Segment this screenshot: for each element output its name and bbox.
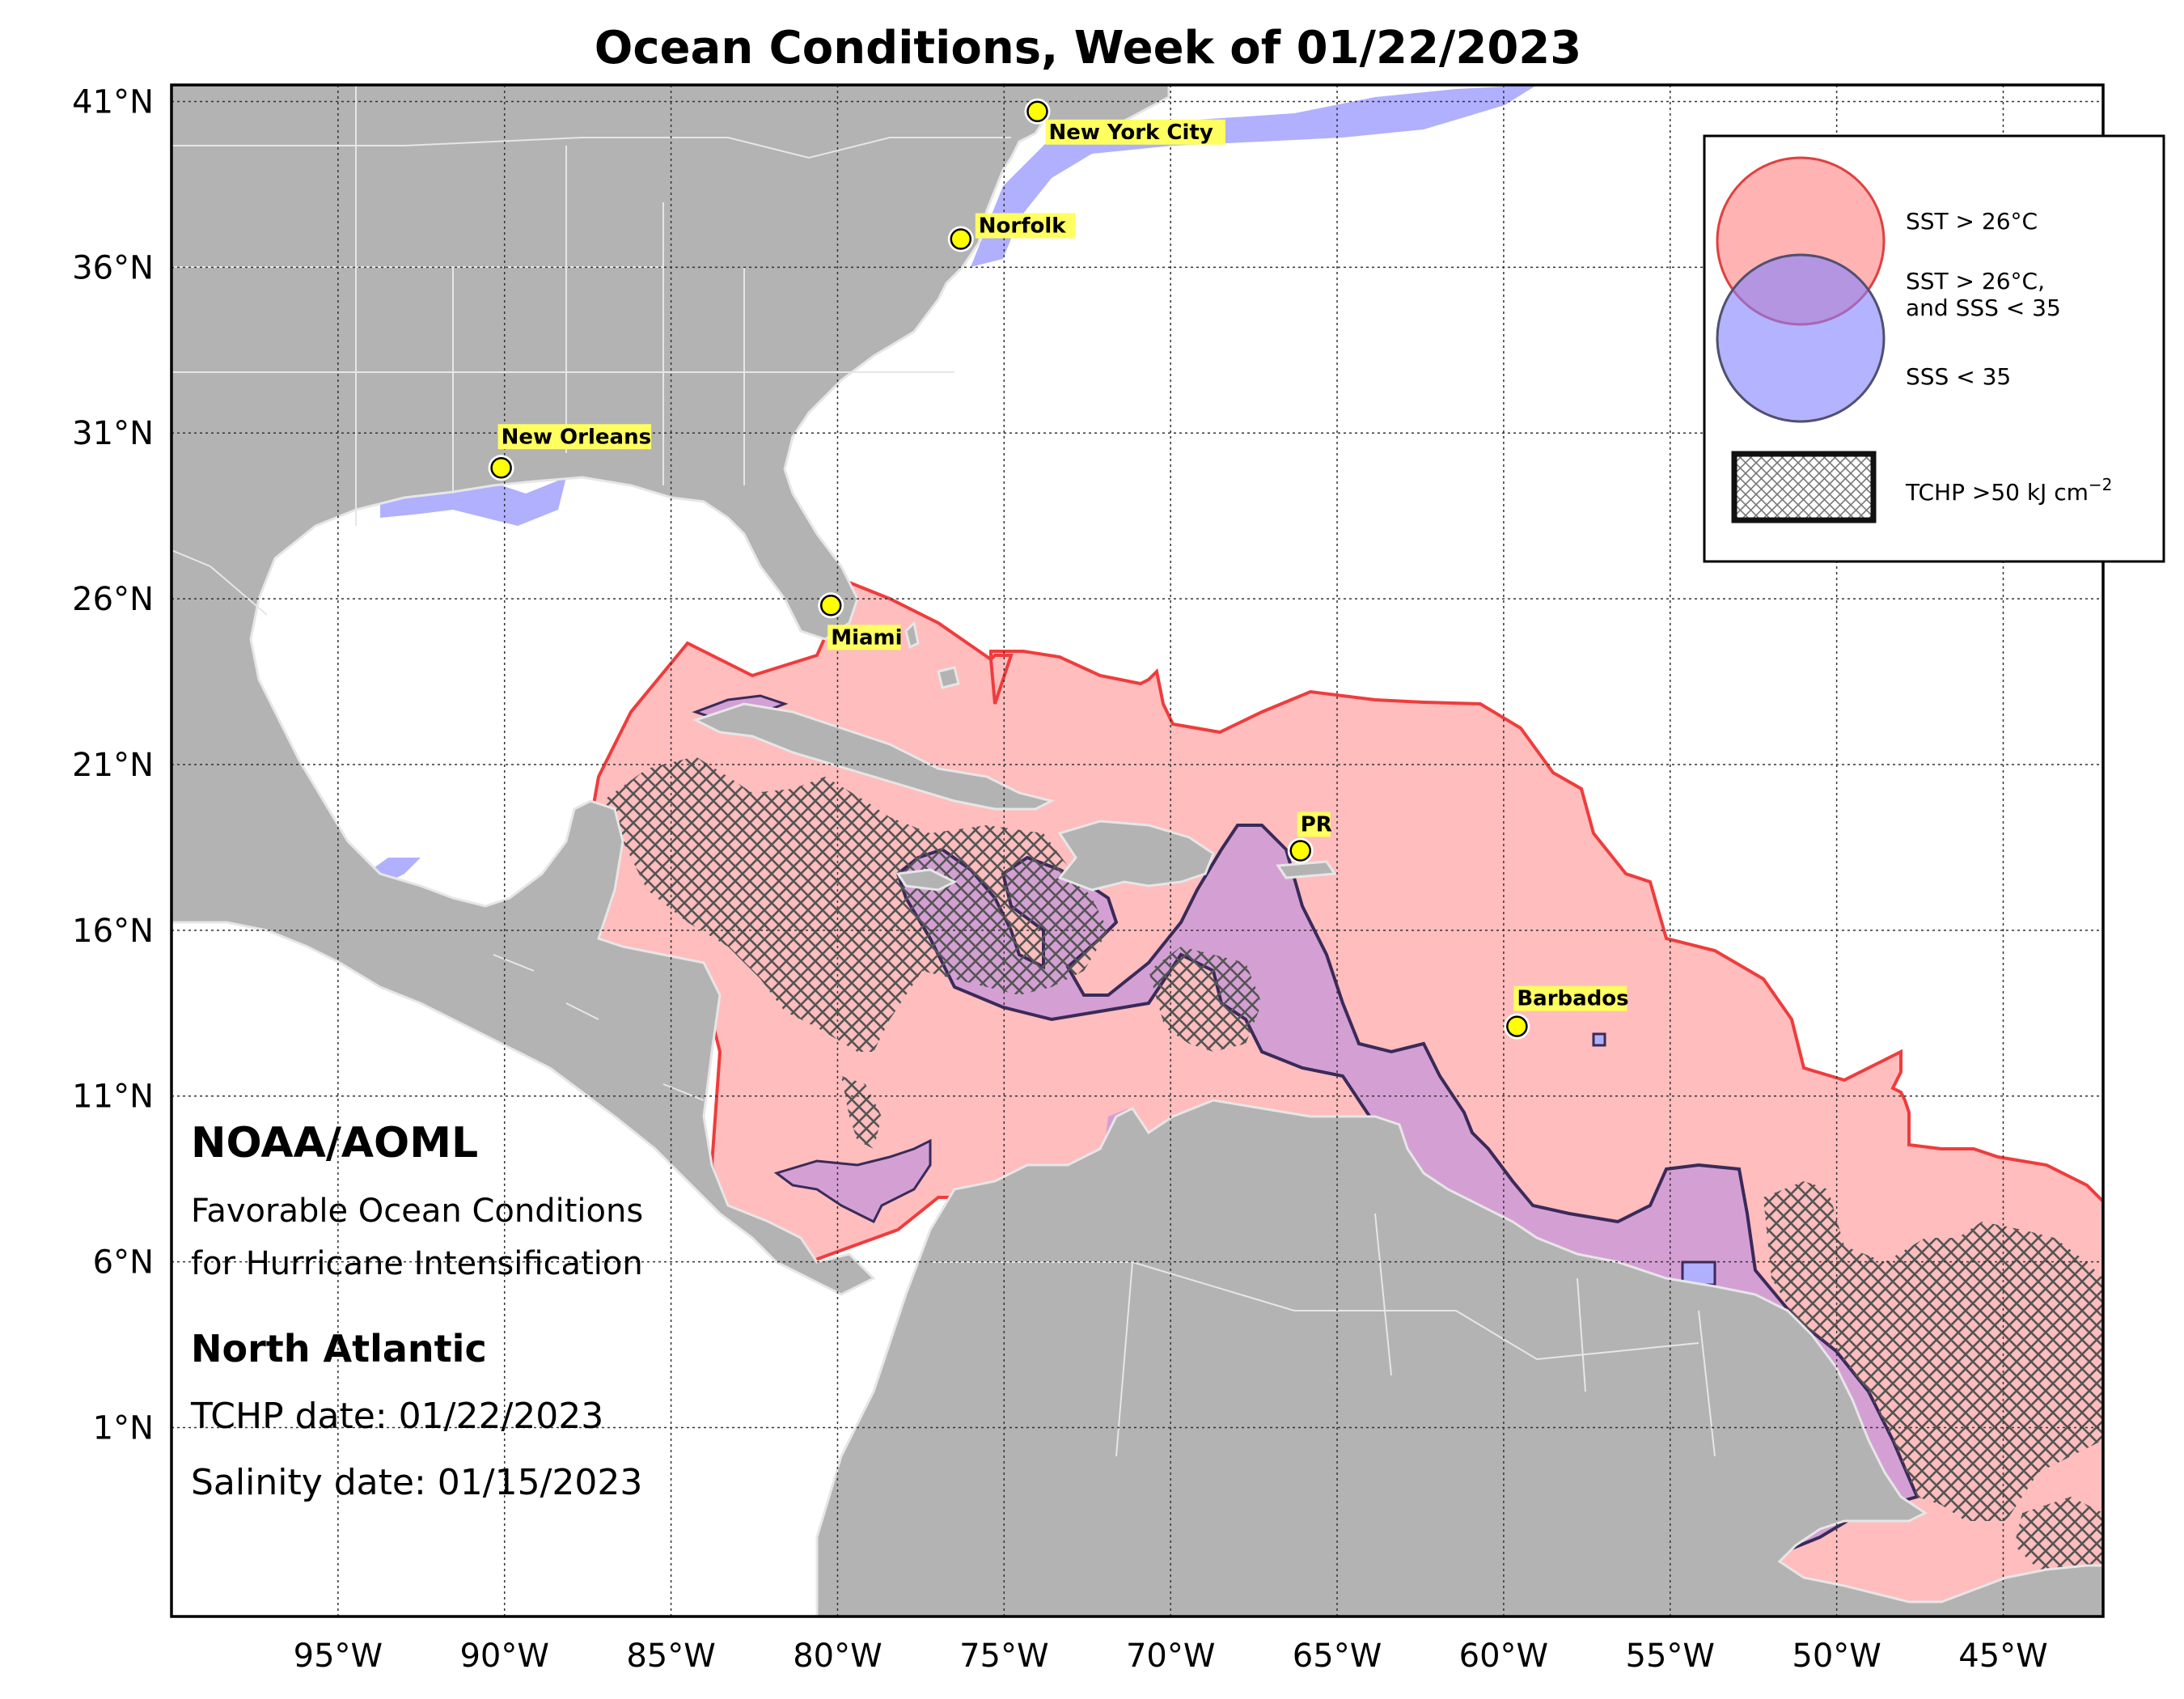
description-line-1: Favorable Ocean Conditions <box>191 1193 643 1230</box>
city-label-bg <box>497 424 652 450</box>
tchp-region-east <box>1763 1181 2103 1521</box>
lat-tick-label: 1°N <box>93 1409 154 1447</box>
lat-tick-label: 11°N <box>72 1078 154 1116</box>
land-north-america <box>171 85 1170 1296</box>
lon-tick-label: 65°W <box>1293 1638 1382 1675</box>
city-label: Norfolk <box>979 214 1067 239</box>
tchp-hatch-layer <box>603 756 2103 1570</box>
border-us-mexico <box>171 549 268 616</box>
legend-sss-label: SSS < 35 <box>1906 363 2011 390</box>
tchp-region-central <box>1149 947 1262 1052</box>
city-label-bg <box>1045 119 1225 145</box>
city-marker <box>1289 840 1311 862</box>
region-label: North Atlantic <box>191 1327 487 1371</box>
legend-sss-swatch <box>1716 253 1886 423</box>
lon-tick-label: 80°W <box>793 1638 882 1675</box>
legend-tchp-exponent: −2 <box>2089 475 2112 494</box>
longitude-tick-labels: 95°W 90°W 85°W 80°W 75°W 70°W 65°W 60°W 55°W 50°W… <box>294 1638 2048 1675</box>
border-south-america <box>930 1213 1716 1457</box>
sss-region-gulf <box>380 477 566 526</box>
lat-tick-label: 31°N <box>72 415 154 452</box>
border-central-america <box>493 954 705 1101</box>
land-cuba <box>692 702 1056 811</box>
city-marker <box>490 457 512 479</box>
land-jamaica <box>895 868 958 892</box>
border-state-lines <box>171 85 954 526</box>
city-marker <box>950 228 972 250</box>
salinity-date-label: Salinity date: 01/15/2023 <box>191 1462 642 1503</box>
lon-tick-label: 45°W <box>1958 1638 2047 1675</box>
legend-tchp-swatch <box>1731 451 1877 523</box>
org-label: NOAA/AOML <box>191 1119 478 1167</box>
city-markers: New York City Norfolk New Orleans Miami PR Ba… <box>488 98 1629 1040</box>
map-frame <box>170 83 2105 1618</box>
lon-tick-label: 85°W <box>626 1638 715 1675</box>
lon-tick-label: 55°W <box>1626 1638 1715 1675</box>
lon-tick-label: 90°W <box>459 1638 548 1675</box>
land-hispaniola <box>1057 820 1215 892</box>
city-new-orleans: New Orleans <box>488 424 652 481</box>
tchp-date-label: TCHP date: 01/22/2023 <box>190 1396 603 1437</box>
city-marker <box>819 595 842 616</box>
city-marker <box>1026 100 1048 123</box>
lat-tick-label: 41°N <box>72 83 154 121</box>
lat-tick-label: 16°N <box>72 913 154 950</box>
sss-pocket-barbados <box>1592 1032 1606 1047</box>
city-new-york-city: New York City <box>1024 98 1225 145</box>
city-label-bg <box>975 213 1076 239</box>
city-label-bg <box>1297 811 1331 837</box>
lon-tick-label: 60°W <box>1459 1638 1548 1675</box>
legend-tchp-text: TCHP >50 kJ cm <box>1905 479 2089 506</box>
legend-sst-label: SST > 26°C <box>1906 208 2038 235</box>
city-marker <box>1506 1015 1528 1037</box>
description-line-2: for Hurricane Intensification <box>191 1245 643 1282</box>
city-label: PR <box>1301 813 1332 837</box>
lat-tick-label: 26°N <box>72 581 154 618</box>
city-label-bg <box>827 625 901 650</box>
city-barbados: Barbados <box>1504 985 1629 1040</box>
city-label-bg <box>1513 985 1627 1011</box>
land-layer <box>171 85 2103 1616</box>
city-label: New York City <box>1048 121 1213 145</box>
land-puerto-rico <box>1276 860 1337 879</box>
info-block: NOAA/AOML Favorable Ocean Conditions for… <box>190 1119 643 1503</box>
legend-overlap-label-1: SST > 26°C, <box>1906 268 2045 294</box>
lon-tick-label: 50°W <box>1792 1638 1881 1675</box>
lon-tick-label: 70°W <box>1126 1638 1215 1675</box>
city-label: New Orleans <box>502 425 651 449</box>
city-pr: PR <box>1287 811 1332 864</box>
overlap-region-sw-caribbean <box>773 1138 932 1224</box>
tchp-region-nicaragua <box>841 1076 882 1149</box>
border-lines <box>171 85 1716 1457</box>
lon-tick-label: 75°W <box>959 1638 1048 1675</box>
city-miami: Miami <box>818 592 903 650</box>
lon-tick-label: 95°W <box>294 1638 383 1675</box>
legend-overlap-label-2: and SSS < 35 <box>1906 294 2061 321</box>
latitude-tick-labels: 41°N 36°N 31°N 26°N 21°N 16°N 11°N 6°N 1°N <box>72 83 154 1447</box>
tchp-region-caribbean <box>603 756 1108 1052</box>
lat-tick-label: 21°N <box>72 747 154 784</box>
city-label: Barbados <box>1517 987 1628 1011</box>
legend-tchp-label: TCHP >50 kJ cm−2 <box>1905 475 2112 506</box>
city-label: Miami <box>831 625 902 650</box>
lat-tick-label: 6°N <box>93 1244 154 1282</box>
land-bahamas <box>904 620 960 689</box>
border-us-canada <box>171 137 1011 159</box>
legend: SST > 26°C SST > 26°C, and SSS < 35 SSS … <box>1703 134 2165 563</box>
map-title: Ocean Conditions, Week of 01/22/2023 <box>595 22 1582 74</box>
tchp-region-southeast <box>2014 1497 2103 1570</box>
lat-tick-label: 36°N <box>72 249 154 286</box>
city-norfolk: Norfolk <box>947 213 1076 252</box>
